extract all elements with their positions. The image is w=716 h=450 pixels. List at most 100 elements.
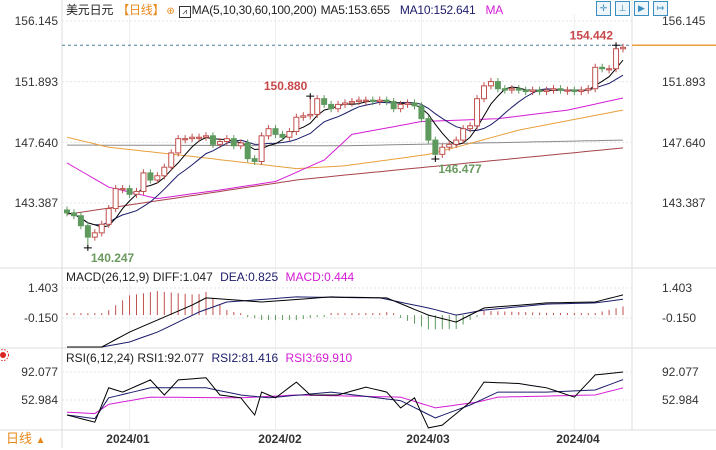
candle-down [418, 105, 425, 120]
diff-line [67, 294, 624, 348]
ma-params: MA(5,10,30,60,100,200) [191, 3, 317, 17]
ma-more: MA [485, 3, 504, 17]
candle-up [487, 81, 494, 87]
xtick-3: 2024/04 [556, 432, 600, 446]
ytick-right-0: 156.145 [662, 14, 706, 28]
candle-up [203, 135, 209, 138]
candle-up [307, 113, 314, 117]
candle-up [481, 85, 487, 100]
extreme-label-low: 146.477 [438, 162, 482, 176]
candle-up [314, 98, 321, 115]
candle-down [272, 128, 279, 135]
toolbar: ✛ ⊥ ▶ ↦ [596, 1, 668, 16]
candle-up [467, 125, 474, 130]
candle-up [286, 131, 293, 138]
candle-down [244, 142, 251, 160]
candle-down [571, 89, 578, 93]
candle-up [168, 152, 175, 168]
rsi3-line [66, 387, 624, 415]
exit-icon[interactable]: ↦ [653, 1, 668, 16]
candle-up [508, 88, 515, 91]
ytick-right-3: 143.387 [662, 196, 706, 210]
ma-chart-icon[interactable]: ⩘ [178, 6, 191, 18]
rsi2-value: RSI2:81.416 [211, 351, 279, 365]
candle-up [140, 172, 147, 192]
ma5-value: MA5:153.655 [320, 3, 390, 17]
extreme-label-low: 140.247 [91, 251, 135, 265]
macd-hist: MACD:0.444 [285, 270, 355, 284]
candle-up [196, 136, 203, 139]
candle-down [230, 138, 237, 147]
extreme-cross [83, 244, 92, 251]
candle-down [251, 158, 258, 162]
candle-up [105, 208, 112, 225]
extreme-markers: 140.247 150.880 146.477 154.442 [83, 28, 621, 265]
candle-up [112, 188, 119, 210]
period-switcher[interactable]: 日线 ▲ [0, 430, 62, 448]
candle-down [522, 89, 529, 93]
candle-down [64, 209, 70, 214]
ma200-line [66, 147, 624, 215]
candle-up [613, 48, 620, 70]
candle-up [355, 99, 362, 103]
candle-down [147, 172, 154, 181]
ma10-line [66, 74, 624, 226]
add-icon[interactable]: ⊕ [166, 6, 175, 17]
candle-up [376, 99, 383, 103]
ytick-right-2: 147.640 [662, 136, 706, 150]
period-label[interactable]: 【日线】 [117, 3, 165, 17]
candle-down [432, 139, 439, 155]
candle-up [182, 138, 189, 141]
rsi-panel [66, 371, 624, 429]
extreme-cross [306, 93, 315, 100]
macd-ytick-left-0: 1.403 [28, 281, 58, 295]
candle-up [342, 102, 348, 105]
candle-up [300, 115, 307, 118]
rsi-ytick-right-1: 52.984 [662, 393, 699, 407]
candle-down [383, 99, 390, 103]
rsi-ytick-left-1: 52.984 [21, 393, 58, 407]
candle-down [411, 102, 418, 107]
candle-down [369, 99, 376, 103]
ytick-left-0: 156.145 [15, 14, 59, 28]
symbol-name: 美元日元 [66, 3, 114, 17]
indicator-settings-icon[interactable] [0, 349, 9, 361]
ytick-left-1: 151.893 [15, 75, 59, 89]
candle-down [390, 101, 397, 110]
rsi-ytick-right-0: 92.077 [662, 365, 699, 379]
rsi-ytick-left-0: 92.077 [21, 365, 58, 379]
rsi1-value: RSI1:92.077 [137, 351, 205, 365]
rsi1-line [66, 371, 624, 429]
ytick-left-2: 147.640 [15, 136, 59, 150]
candle-up [585, 88, 592, 91]
macd-dea: DEA:0.825 [220, 270, 279, 284]
zoom-range-icon[interactable]: ⊥ [615, 1, 630, 16]
ma30-line [66, 97, 624, 200]
candle-up [453, 139, 460, 145]
play-icon[interactable]: ▶ [634, 1, 649, 16]
candle-up [529, 89, 536, 93]
candle-down [425, 118, 432, 141]
candle-down [321, 98, 328, 105]
grid-lines [62, 14, 716, 430]
candle-up [543, 89, 550, 93]
crosshair-icon[interactable]: ✛ [596, 1, 611, 16]
candle-up [98, 223, 105, 234]
candle-up [592, 66, 599, 90]
candle-down [77, 215, 84, 227]
candles [64, 43, 626, 248]
candle-up [216, 141, 223, 145]
candle-down [70, 212, 77, 217]
macd-ytick-right-0: 1.403 [662, 281, 692, 295]
rsi3-value: RSI3:69.910 [285, 351, 353, 365]
candle-down [501, 88, 508, 91]
extreme-cross [612, 42, 621, 49]
candle-down [209, 135, 216, 145]
candle-up [91, 232, 98, 238]
candle-up [620, 46, 626, 50]
extreme-label-high: 154.442 [570, 28, 614, 42]
extreme-label-high: 150.880 [264, 79, 308, 93]
main-header: 美元日元 【日线】 ⊕ ⩘ MA(5,10,30,60,100,200) MA5:153.… [66, 1, 507, 18]
candle-up [362, 99, 369, 102]
